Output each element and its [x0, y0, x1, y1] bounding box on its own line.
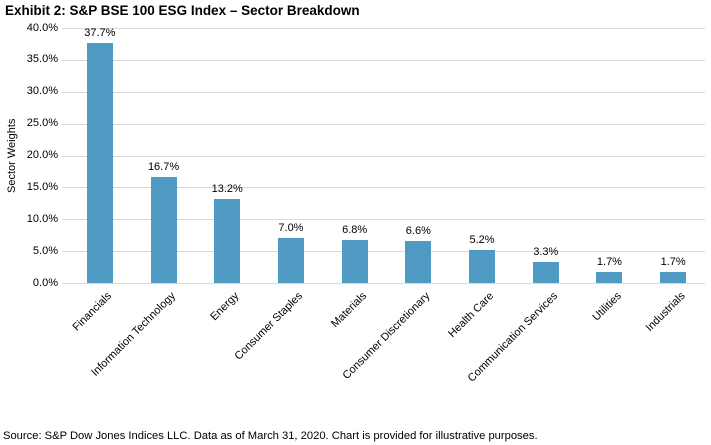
bar-value-label: 5.2% [469, 233, 495, 246]
gridline [62, 283, 705, 284]
y-tick-label: 15.0% [26, 180, 58, 193]
y-tick-label: 10.0% [26, 212, 58, 225]
bar [532, 261, 559, 283]
x-category-label: Utilities [590, 290, 624, 324]
y-tick-label: 0.0% [32, 276, 58, 289]
bar [150, 176, 177, 283]
gridline [62, 123, 705, 125]
x-axis-category-labels: Financials Information Technology Energy Co… [68, 283, 705, 418]
y-tick-label: 20.0% [26, 149, 58, 161]
bar [214, 198, 241, 283]
bar-value-label: 37.7% [84, 26, 116, 39]
gridline [62, 251, 705, 253]
bar-value-label: 6.6% [405, 224, 431, 237]
y-tick-label: 5.0% [32, 244, 58, 257]
x-category-label: Financials [70, 290, 115, 334]
bar-value-label: 6.8% [342, 223, 368, 236]
x-category-label: Industrials [643, 290, 688, 334]
bar [469, 249, 496, 283]
y-tick-label: 25.0% [26, 117, 58, 130]
gridline [62, 219, 705, 221]
chart-title: Exhibit 2: S&P BSE 100 ESG Index – Secto… [5, 3, 360, 18]
y-tick-label: 40.0% [26, 21, 58, 34]
bar-value-label: 3.3% [533, 245, 559, 258]
x-category-label: Energy [208, 290, 242, 324]
bar [277, 238, 304, 283]
bar-value-label: 13.2% [211, 182, 243, 195]
source-note: Source: S&P Dow Jones Indices LLC. Data … [3, 430, 538, 442]
plot-area: 37.7% 16.7% 13.2% 7.0% 6.8% 6.6% 5.2% 3.3% 1.7% 1… [62, 26, 705, 284]
bar [405, 240, 432, 283]
bar [86, 42, 113, 283]
gridline [62, 28, 705, 29]
x-category-label: Health Care [446, 290, 497, 340]
gridline [62, 59, 705, 61]
y-tick-label: 30.0% [26, 85, 58, 98]
bar [341, 239, 368, 283]
bar-value-label: 7.0% [278, 222, 304, 235]
x-category-label: Materials [329, 290, 370, 331]
x-category-label: Consumer Staples [232, 290, 306, 363]
bar-value-label: 1.7% [596, 256, 622, 269]
gridline [62, 187, 705, 189]
bar [596, 272, 623, 283]
gridline [62, 91, 705, 93]
bar-value-label: 16.7% [147, 160, 180, 173]
bar [660, 272, 687, 283]
gridline [62, 155, 705, 157]
y-axis-tick-labels: 40.0% 35.0% 30.0% 25.0% 20.0% 15.0% 10.0% 5.0% 0… [0, 22, 58, 289]
bar-value-label: 1.7% [660, 256, 686, 269]
y-tick-label: 35.0% [26, 53, 58, 66]
